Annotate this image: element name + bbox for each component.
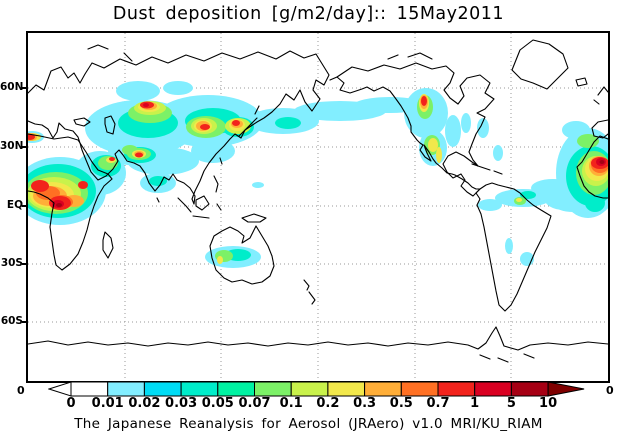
colorbar-tick-label: 0.1: [279, 396, 303, 411]
world-map: [28, 33, 608, 381]
colorbar-tick-label: 0.05: [201, 396, 234, 411]
colorbar-tick-label: 5: [506, 396, 516, 411]
colorbar-tick-label: 0.01: [91, 396, 124, 411]
lat-tick: [22, 263, 27, 265]
colorbar-tick-label: 0.2: [316, 396, 340, 411]
lat-label-60n: 60N: [0, 81, 24, 93]
colorbar-tick-label: 0.07: [238, 396, 271, 411]
lat-tick: [22, 146, 27, 148]
colorbar-tick-label: 0: [66, 396, 76, 411]
lon-label-left: 0: [17, 384, 25, 397]
gridlines: [28, 33, 608, 381]
lat-label-60s: 60S: [0, 315, 23, 327]
colorbar-tick-label: 0.7: [426, 396, 450, 411]
colorbar-tick-label: 10: [539, 396, 558, 411]
lat-tick: [22, 321, 27, 323]
colorbar: [48, 381, 593, 397]
lat-tick: [22, 87, 27, 89]
lon-label-right: 0: [606, 384, 614, 397]
colorbar-tick-label: 0.03: [165, 396, 198, 411]
map-frame: [26, 31, 610, 383]
lat-label-30n: 30N: [0, 140, 24, 152]
colorbar-tick-label: 0.5: [389, 396, 413, 411]
caption: The Japanese Reanalysis for Aerosol (JRA…: [74, 416, 543, 432]
lat-label-30s: 30S: [0, 257, 23, 269]
colorbar-tick-label: 0.3: [353, 396, 377, 411]
colorbar-tick-label: 0.02: [128, 396, 161, 411]
page-title: Dust deposition [g/m2/day]:: 15May2011: [112, 4, 505, 24]
lat-label-eq: EQ: [6, 199, 23, 211]
colorbar-labels: 0 0.01 0.02 0.03 0.05 0.07 0.1 0.2 0.3 0.5 0.7 1 5 10: [0, 396, 617, 411]
dust-shading: [28, 81, 608, 268]
lat-tick: [22, 205, 27, 207]
coastlines: [28, 39, 608, 363]
colorbar-tick-label: 1: [470, 396, 480, 411]
